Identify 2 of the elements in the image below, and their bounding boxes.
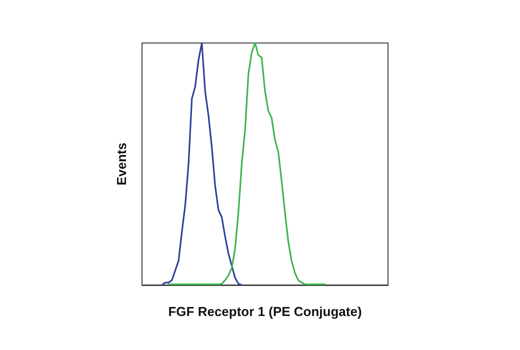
y-axis-title: Events: [114, 142, 129, 186]
x-axis-title: FGF Receptor 1 (PE Conjugate): [168, 304, 362, 319]
